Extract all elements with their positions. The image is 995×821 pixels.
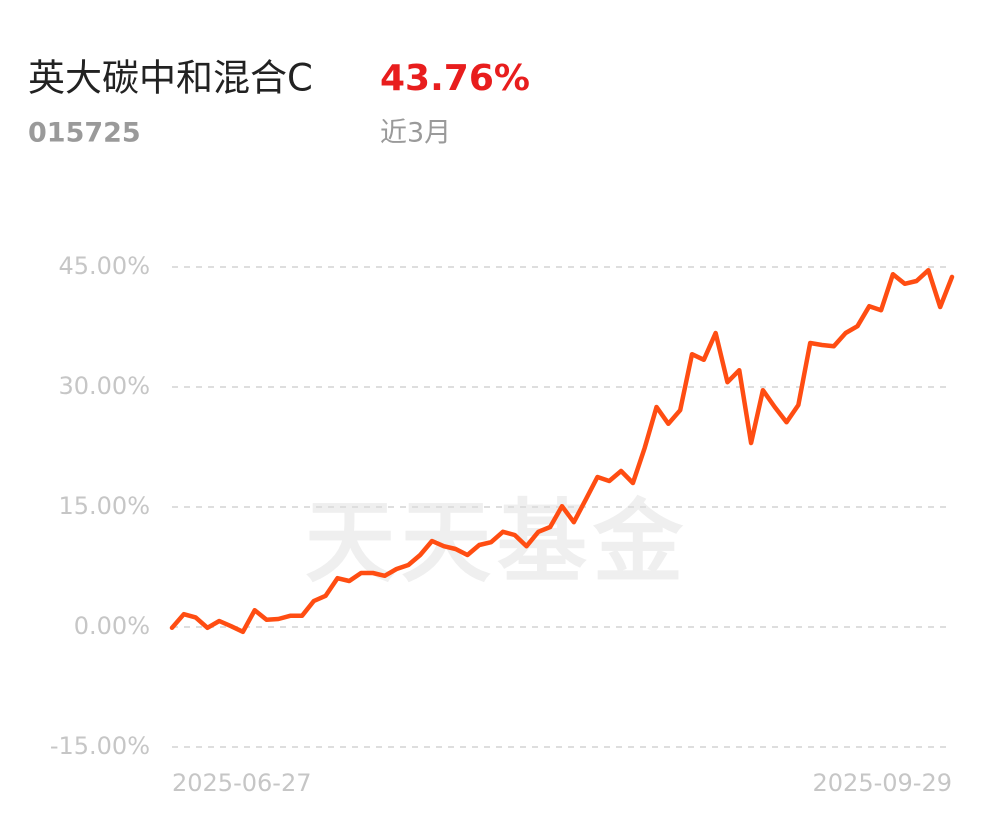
return-value: 43.76% [380,58,530,99]
x-tick-label: 2025-06-27 [172,769,311,797]
period-label: 近3月 [380,118,451,149]
y-tick-label: 45.00% [58,252,150,280]
y-tick-label: 30.00% [58,372,150,400]
watermark: 天天基金 [305,490,689,595]
chart-title: 英大碳中和混合C [28,57,313,100]
y-tick-label: 0.00% [74,612,150,640]
y-tick-label: 15.00% [58,492,150,520]
line-series [169,267,955,635]
fund-code: 015725 [28,118,141,149]
x-tick-label: 2025-09-29 [813,769,952,797]
y-tick-label: -15.00% [50,732,150,760]
